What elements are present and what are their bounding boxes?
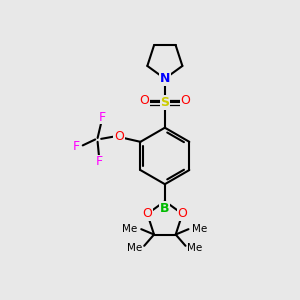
Text: O: O [181,94,190,107]
Text: Me: Me [127,243,142,253]
Text: O: O [142,207,152,220]
Text: Me: Me [122,224,138,234]
Text: O: O [114,130,124,143]
Text: S: S [160,96,169,109]
Text: F: F [95,155,103,168]
Text: F: F [98,111,106,124]
Text: N: N [160,72,170,85]
Text: Me: Me [192,224,207,234]
Text: O: O [177,207,187,220]
Text: Me: Me [187,243,202,253]
Text: O: O [139,94,149,107]
Text: F: F [73,140,80,153]
Text: B: B [160,202,170,215]
